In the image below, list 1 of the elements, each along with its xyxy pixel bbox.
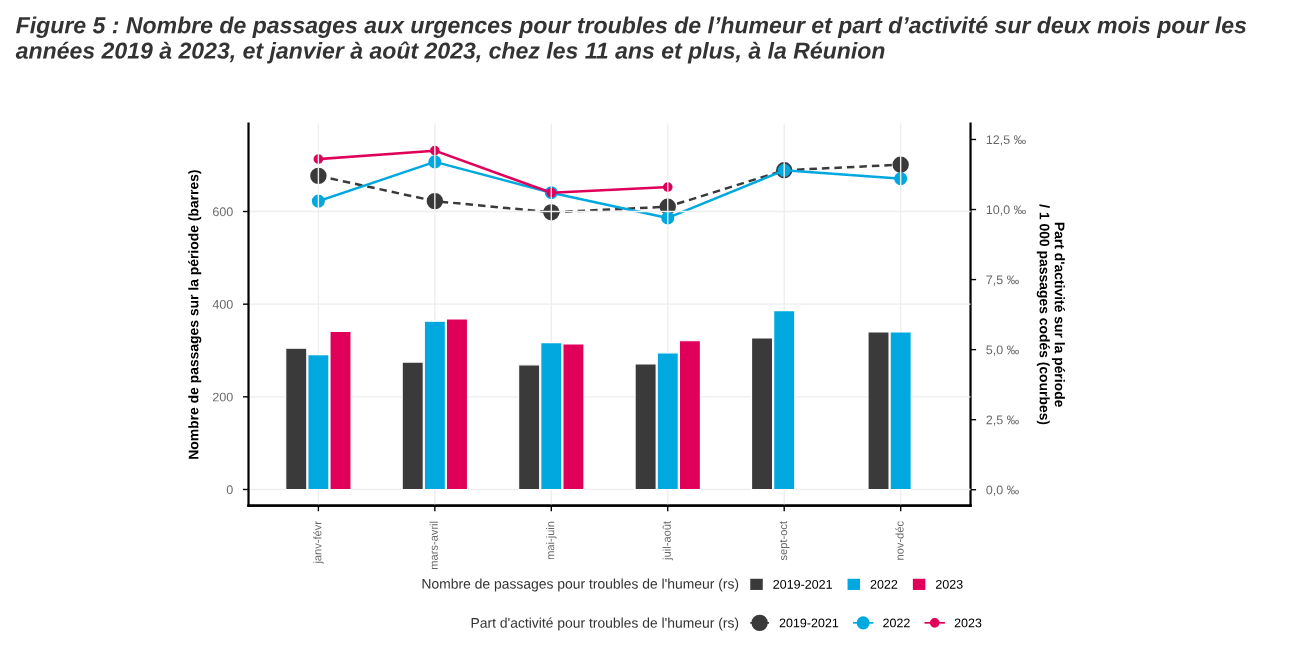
chart-title: Figure 5 : Nombre de passages aux urgences pour troubles de l’humeur et part d’activité sur deux mois pour les années 2019 à 2023, et janvier à août 2023, chez les 11 ans et plus, à la Réunion — [15, 16, 1247, 64]
